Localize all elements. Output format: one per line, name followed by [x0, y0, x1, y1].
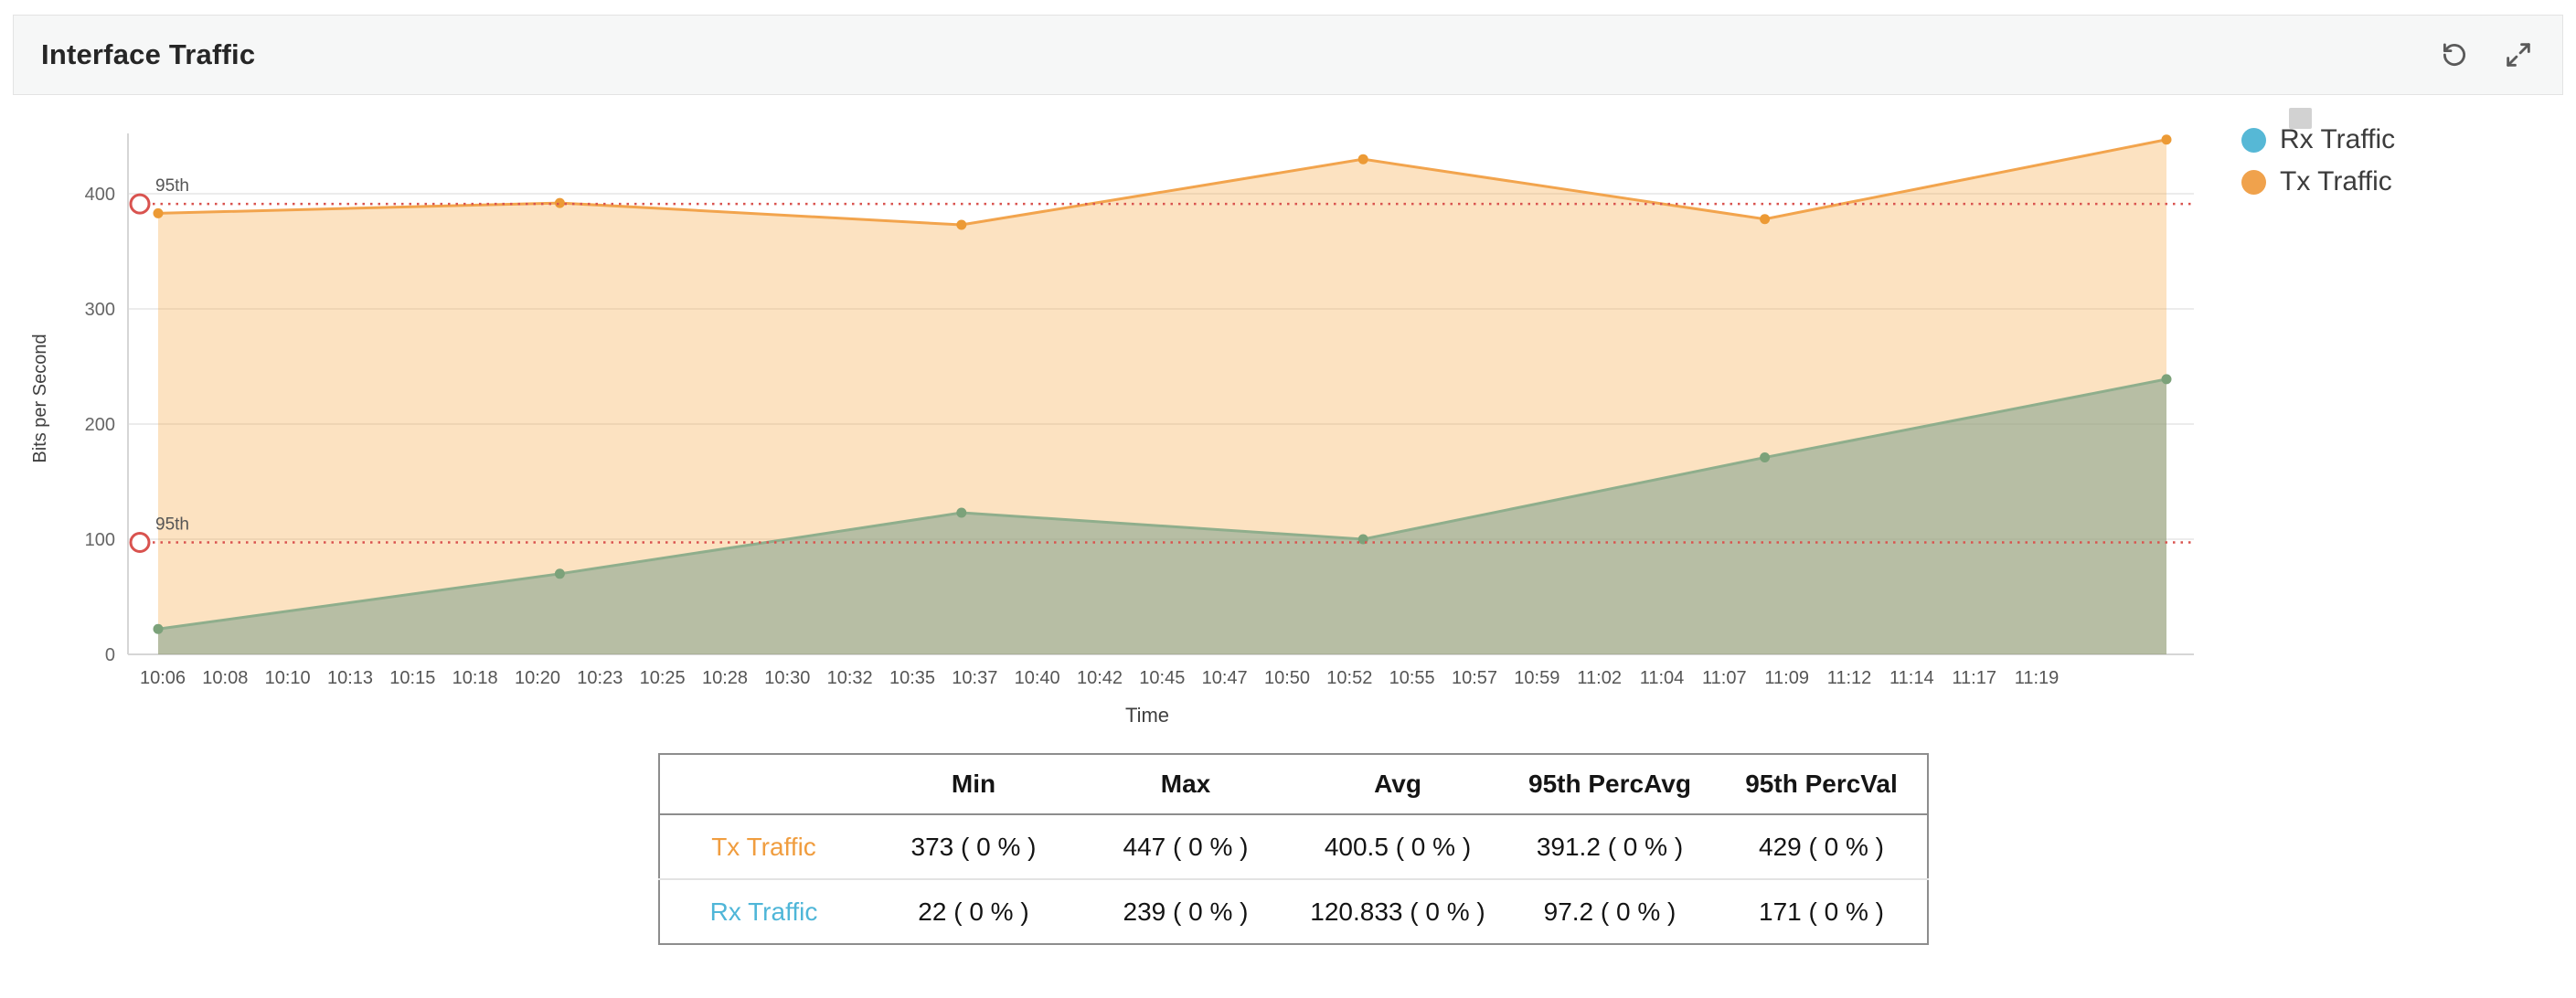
x-tick-label: 10:30	[764, 668, 810, 688]
x-tick-label: 11:19	[2015, 668, 2060, 688]
rx-traffic-area	[158, 378, 2166, 654]
rx-traffic-line	[157, 377, 2167, 631]
tx-traffic-line	[157, 138, 2167, 227]
expand-icon	[2507, 43, 2530, 67]
col-header-min: Min	[868, 754, 1080, 815]
rx-traffic-point[interactable]	[2161, 374, 2172, 385]
rx-traffic-point[interactable]	[153, 623, 164, 634]
x-tick-label: 10:20	[515, 668, 560, 688]
x-tick-label: 10:40	[1015, 668, 1060, 688]
tx-traffic-point[interactable]	[1760, 214, 1771, 225]
stat-value: 22 ( 0 % )	[868, 878, 1080, 944]
x-tick-label: 10:28	[702, 668, 748, 688]
percentile-marker[interactable]	[129, 532, 151, 554]
stat-value: 447 ( 0 % )	[1123, 832, 1249, 861]
percentile-label: 95th	[155, 515, 189, 535]
x-tick-label: 11:17	[1952, 668, 1996, 688]
legend-label: Rx Traffic	[2280, 124, 2396, 154]
panel-title: Interface Traffic	[41, 38, 256, 70]
percentile-marker[interactable]	[129, 193, 151, 215]
col-header-series	[659, 754, 868, 815]
traffic-chart-svg[interactable]: 95th 95th 0 100 200 300 400 10:06 10:08 10:10 10:1…	[0, 97, 2576, 737]
y-tick-label: 100	[85, 530, 115, 550]
x-tick-label: 10:45	[1139, 668, 1185, 688]
x-tick-label: 10:57	[1452, 668, 1497, 688]
tx-traffic-point[interactable]	[1357, 154, 1368, 165]
y-tick-label: 400	[85, 185, 115, 205]
rx-traffic-point[interactable]	[554, 568, 565, 579]
col-header-95th-percavg: 95th PercAvg	[1504, 754, 1716, 815]
col-header-avg: Avg	[1292, 754, 1504, 815]
stats-table: Min Max Avg 95th PercAvg 95th PercVal Tx…	[658, 753, 1929, 945]
x-tick-label: 10:42	[1077, 668, 1123, 688]
x-tick-label: 11:09	[1764, 668, 1809, 688]
table-row: Rx Traffic 22 ( 0 % ) 239 ( 0 % ) 120.833 (…	[659, 878, 1928, 944]
x-tick-label: 10:47	[1202, 668, 1248, 688]
legend-dot-icon	[2241, 169, 2266, 195]
tx-traffic-point[interactable]	[153, 207, 164, 218]
x-tick-label: 10:52	[1326, 668, 1372, 688]
x-tick-label: 11:14	[1889, 668, 1934, 688]
x-tick-label: 10:08	[202, 668, 248, 688]
table-row: Tx Traffic 373 ( 0 % ) 447 ( 0 % ) 400.5 ( …	[659, 814, 1928, 879]
x-tick-label: 11:02	[1577, 668, 1622, 688]
x-axis-label: Time	[1125, 704, 1169, 727]
x-tick-label: 10:32	[827, 668, 873, 688]
chart-legend: Rx Traffic Tx Traffic	[2241, 124, 2395, 197]
stat-value: 373 ( 0 % )	[910, 832, 1037, 861]
history-button[interactable]	[2434, 35, 2475, 75]
x-tick-label: 11:12	[1827, 668, 1872, 688]
percentile-label: 95th	[155, 176, 189, 196]
legend-label: Tx Traffic	[2280, 166, 2392, 196]
expand-button[interactable]	[2498, 35, 2539, 75]
stat-value: 429 ( 0 % )	[1759, 832, 1884, 861]
header-actions	[2434, 35, 2539, 75]
tx-traffic-point[interactable]	[554, 197, 565, 208]
x-tick-label: 10:23	[577, 668, 623, 688]
y-tick-label: 300	[85, 300, 115, 320]
col-header-95th-percval: 95th PercVal	[1716, 754, 1928, 815]
corner-box	[2289, 108, 2312, 129]
y-axis-label: Bits per Second	[30, 334, 50, 462]
history-icon	[2443, 43, 2465, 67]
x-tick-label: 10:15	[389, 668, 435, 688]
x-tick-label: 10:50	[1264, 668, 1310, 688]
x-tick-label: 10:13	[327, 668, 373, 688]
x-tick-label: 10:59	[1514, 668, 1559, 688]
x-tick-label: 10:25	[640, 668, 686, 688]
stat-value: 120.833 ( 0 % )	[1292, 878, 1504, 944]
stat-value: 239 ( 0 % )	[1080, 878, 1292, 944]
legend-dot-icon	[2241, 127, 2266, 153]
x-tick-label: 10:35	[889, 668, 935, 688]
x-tick-label: 10:55	[1389, 668, 1435, 688]
stat-value: 400.5 ( 0 % )	[1324, 832, 1472, 861]
col-header-max: Max	[1080, 754, 1292, 815]
y-tick-label: 0	[105, 645, 115, 665]
stat-value: 391.2 ( 0 % )	[1536, 832, 1684, 861]
series-label[interactable]: Tx Traffic	[711, 832, 816, 861]
stat-value: 171 ( 0 % )	[1716, 878, 1928, 944]
x-tick-label: 10:18	[452, 668, 498, 688]
legend-item-rx-traffic[interactable]: Rx Traffic	[2241, 124, 2395, 155]
legend-item-tx-traffic[interactable]: Tx Traffic	[2241, 166, 2395, 197]
stats-table-wrap: Min Max Avg 95th PercAvg 95th PercVal Tx…	[658, 753, 1929, 945]
panel-header: Interface Traffic	[13, 15, 2563, 95]
x-tick-label: 10:06	[140, 668, 186, 688]
y-tick-label: 200	[85, 415, 115, 435]
tx-traffic-point[interactable]	[2161, 134, 2172, 145]
x-tick-label: 10:10	[265, 668, 311, 688]
stat-value: 97.2 ( 0 % )	[1504, 878, 1716, 944]
x-tick-label: 10:37	[952, 668, 997, 688]
table-header-row: Min Max Avg 95th PercAvg 95th PercVal	[659, 754, 1928, 815]
x-tick-label: 11:07	[1702, 668, 1747, 688]
x-tick-label: 11:04	[1640, 668, 1685, 688]
traffic-chart[interactable]: 95th 95th 0 100 200 300 400 10:06 10:08 10:10 10:1…	[0, 97, 2576, 737]
rx-traffic-point[interactable]	[956, 507, 967, 518]
rx-traffic-point[interactable]	[1760, 452, 1771, 463]
series-label[interactable]: Rx Traffic	[659, 878, 868, 944]
tx-traffic-point[interactable]	[956, 219, 967, 230]
